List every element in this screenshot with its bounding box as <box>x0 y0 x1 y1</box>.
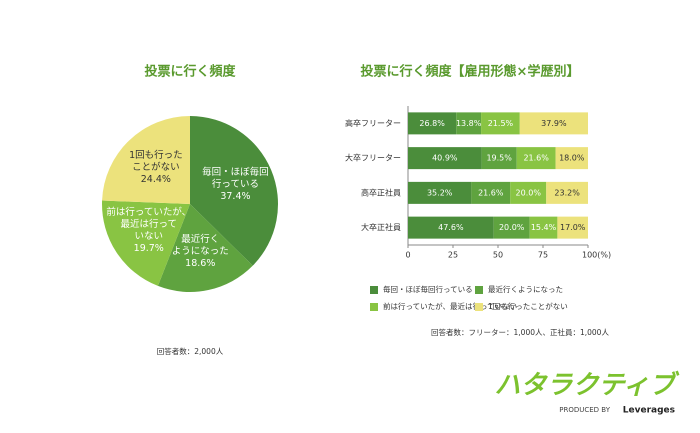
x-tick-label: 25 <box>448 251 458 260</box>
bar-segment <box>510 181 547 204</box>
legend-swatch <box>475 286 483 294</box>
company: Leverages <box>623 406 675 416</box>
pie-title: 投票に行く頻度 <box>144 64 236 80</box>
bar-segment <box>408 147 482 170</box>
slice-name: 前は行っていたが、 最近は行って いない <box>106 206 192 242</box>
pie-label: 1回も行った ことがない 24.4% <box>129 150 183 186</box>
y-tick-label: 高卒フリーター <box>345 118 401 128</box>
legend-label: 毎回・ほぼ毎回行っている <box>383 284 473 294</box>
value-label: 20.0% <box>499 223 525 232</box>
value-label: 18.0% <box>559 154 585 163</box>
slice-value: 18.6% <box>185 258 216 270</box>
value-label: 20.0% <box>516 188 542 197</box>
pie-label: 前は行っていたが、 最近は行って いない 19.7% <box>106 207 191 255</box>
slice-name: 最近行く ようになった <box>171 234 229 258</box>
bar-segment <box>408 112 457 135</box>
x-tick-label: 75 <box>538 251 548 260</box>
value-label: 13.8% <box>456 119 482 128</box>
bar-segment <box>557 216 588 239</box>
value-label: 26.8% <box>419 119 445 128</box>
bar-segment <box>408 216 494 239</box>
y-tick-label: 大卒フリーター <box>345 153 401 163</box>
pie-slice <box>157 204 253 292</box>
value-label: 47.6% <box>438 223 464 232</box>
logo: ハタラクティブ <box>495 371 680 401</box>
x-tick-label: 100(%) <box>582 251 611 260</box>
slice-name: 毎回・ほぼ毎回 行っている <box>202 166 269 190</box>
bar-segment <box>456 112 482 135</box>
bar-segment <box>546 181 588 204</box>
value-label: 21.6% <box>478 188 504 197</box>
legend-swatch <box>475 303 483 311</box>
bar-segment <box>471 181 511 204</box>
y-tick-label: 高卒正社員 <box>361 187 401 197</box>
pie-slice <box>190 116 279 266</box>
value-label: 23.2% <box>554 188 580 197</box>
bar-segment <box>519 112 588 135</box>
value-label: 40.9% <box>432 154 458 163</box>
legend-swatch <box>370 303 378 311</box>
pie-slice <box>101 200 190 286</box>
pie-label: 毎回・ほぼ毎回 行っている 37.4% <box>202 167 269 203</box>
value-label: 19.5% <box>486 154 512 163</box>
produced-by: PRODUCED BY <box>559 406 610 414</box>
value-label: 17.0% <box>560 223 586 232</box>
pie-label: 最近行く ようになった 18.6% <box>172 234 229 270</box>
slice-name: 1回も行った ことがない <box>129 150 183 174</box>
value-label: 37.9% <box>541 119 567 128</box>
bar-title: 投票に行く頻度【雇用形態×学歴別】 <box>361 64 580 80</box>
value-label: 15.4% <box>531 223 557 232</box>
slice-value: 37.4% <box>220 190 251 202</box>
bar-segment <box>555 147 588 170</box>
bar-segment <box>481 147 517 170</box>
pie-note: 回答者数：2,000人 <box>157 346 224 356</box>
value-label: 21.6% <box>523 154 549 163</box>
legend-label: 前は行っていたが、最近は行っていない <box>383 301 517 311</box>
pie-slice <box>102 116 190 204</box>
x-tick-label: 0 <box>405 251 410 260</box>
bar-segment <box>481 112 520 135</box>
bar-note: 回答者数：フリーター：1,000人、正社員：1,000人 <box>431 327 609 337</box>
bar-segment <box>408 181 472 204</box>
bar-segment <box>516 147 556 170</box>
legend-swatch <box>370 286 378 294</box>
legend-label: 最近行くようになった <box>488 284 563 294</box>
y-tick-label: 大卒正社員 <box>361 222 401 232</box>
bar-segment <box>529 216 558 239</box>
slice-value: 24.4% <box>140 174 171 186</box>
slice-value: 19.7% <box>133 242 164 254</box>
x-tick-label: 50 <box>493 251 503 260</box>
value-label: 21.5% <box>488 119 514 128</box>
value-label: 35.2% <box>427 188 453 197</box>
legend-label: 1回も行ったことがない <box>488 301 568 311</box>
bar-segment <box>493 216 530 239</box>
